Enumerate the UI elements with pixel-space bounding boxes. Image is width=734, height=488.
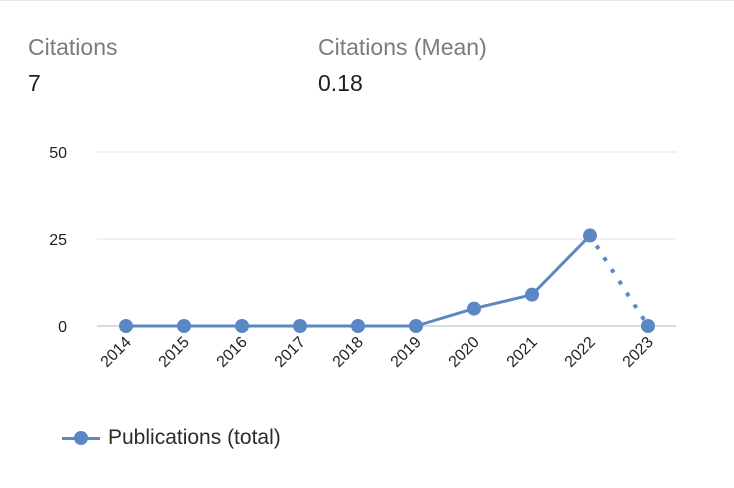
x-tick-label: 2019 [388,334,425,371]
y-tick-label: 25 [49,232,67,249]
x-tick-label: 2020 [446,334,483,371]
x-tick-label: 2018 [330,334,367,371]
x-tick-label: 2022 [562,334,599,371]
y-tick-label: 0 [58,319,67,336]
citations-mean-value: 0.18 [318,70,363,96]
data-point [583,228,597,243]
citations-mean-stat: Citations (Mean) 0.18 [318,33,487,97]
data-point [177,319,191,333]
top-divider [0,0,734,1]
data-point [235,319,249,333]
x-tick-label: 2016 [214,334,251,371]
x-tick-label: 2023 [620,334,657,371]
data-point [293,319,307,333]
citations-stat: Citations 7 [28,33,117,97]
data-point [351,319,365,333]
data-point [525,287,539,302]
citations-value: 7 [28,70,41,96]
chart-legend[interactable]: Publications (total) [62,424,281,452]
series-line [126,234,592,328]
legend-series-marker [62,428,100,448]
data-point [467,301,481,316]
x-tick-label: 2014 [98,334,135,371]
citations-mean-label: Citations (Mean) [318,34,487,60]
citations-label: Citations [28,34,118,60]
x-tick-label: 2021 [504,334,541,371]
y-tick-label: 50 [49,145,67,162]
data-point [409,319,423,333]
x-tick-label: 2017 [272,334,309,371]
x-tick-label: 2015 [156,334,193,371]
series-line-projection [588,234,650,328]
data-point [119,319,133,333]
legend-series-label: Publications (total) [108,426,281,449]
data-point [641,319,655,333]
